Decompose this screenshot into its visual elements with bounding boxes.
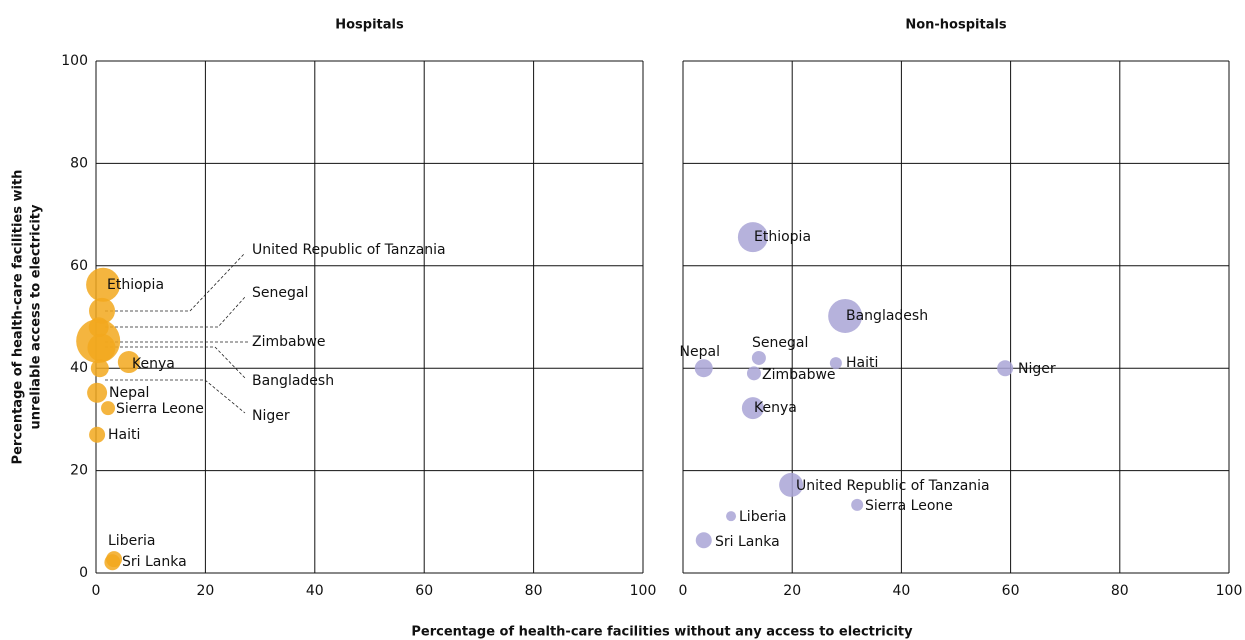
x-tick-label: 20 (783, 583, 801, 599)
point-label: United Republic of Tanzania (796, 478, 990, 494)
leader-line (105, 379, 246, 414)
point-label: Bangladesh (846, 308, 928, 324)
point-label: Kenya (132, 356, 175, 372)
bubble (997, 360, 1014, 377)
x-tick-label: 60 (415, 583, 433, 599)
bubble (829, 357, 842, 370)
leader-line (105, 346, 246, 379)
point-label: Niger (252, 408, 290, 424)
point-label: Ethiopia (107, 277, 164, 293)
y-tick-label: 100 (61, 53, 88, 69)
bubble (86, 267, 121, 302)
x-tick-label: 60 (1002, 583, 1020, 599)
point-label: United Republic of Tanzania (252, 242, 446, 258)
point-label: Niger (1018, 361, 1056, 377)
point-label: Sierra Leone (116, 401, 204, 417)
x-tick-label: 0 (92, 583, 101, 599)
y-axis-label: unreliable access to electricity (29, 204, 44, 429)
bubble (89, 426, 106, 443)
leader-line (105, 252, 246, 312)
point-label: Haiti (846, 355, 878, 371)
bubble (737, 222, 768, 253)
point-label: Bangladesh (252, 373, 334, 389)
bubble (87, 333, 116, 362)
y-tick-label: 0 (79, 565, 88, 581)
y-axis-label: Percentage of health-care facilities wit… (11, 170, 26, 465)
point-label: Kenya (754, 400, 797, 416)
bubble (694, 359, 713, 378)
bubble (89, 297, 116, 324)
y-tick-label: 60 (70, 258, 88, 274)
bubble (851, 498, 864, 511)
point-label: Sri Lanka (122, 554, 187, 570)
y-tick-label: 20 (70, 463, 88, 479)
x-tick-label: 20 (196, 583, 214, 599)
bubble (741, 397, 764, 420)
bubble (746, 366, 761, 381)
x-tick-label: 40 (306, 583, 324, 599)
bubble (751, 350, 766, 365)
x-tick-label: 40 (892, 583, 910, 599)
point-label: Ethiopia (754, 229, 811, 245)
point-label: Haiti (108, 427, 140, 443)
x-axis-label: Percentage of health-care facilities wit… (411, 625, 913, 640)
point-label: Zimbabwe (762, 367, 836, 383)
panel-title: Non-hospitals (905, 18, 1007, 33)
point-label: Liberia (108, 533, 155, 549)
x-tick-label: 80 (1111, 583, 1129, 599)
y-tick-label: 40 (70, 360, 88, 376)
point-label: Zimbabwe (252, 334, 326, 350)
point-label: Nepal (680, 344, 720, 360)
bubble (117, 351, 140, 374)
leader-line (105, 296, 246, 328)
bubble (101, 401, 116, 416)
x-tick-label: 100 (1216, 583, 1243, 599)
x-tick-label: 0 (679, 583, 688, 599)
bubble (726, 511, 737, 522)
point-label: Senegal (252, 285, 308, 301)
point-label: Sierra Leone (865, 498, 953, 514)
bubble (828, 298, 863, 333)
point-label: Senegal (752, 335, 808, 351)
point-label: Nepal (109, 385, 149, 401)
bubble (87, 382, 108, 403)
x-tick-label: 80 (525, 583, 543, 599)
panel-title: Hospitals (335, 18, 404, 33)
y-tick-label: 80 (70, 155, 88, 171)
point-label: Sri Lanka (715, 534, 780, 550)
bubble (779, 472, 804, 497)
bubble (90, 359, 109, 378)
x-tick-label: 100 (630, 583, 657, 599)
bubble (695, 532, 712, 549)
bubble (104, 554, 121, 571)
point-label: Liberia (739, 509, 786, 525)
